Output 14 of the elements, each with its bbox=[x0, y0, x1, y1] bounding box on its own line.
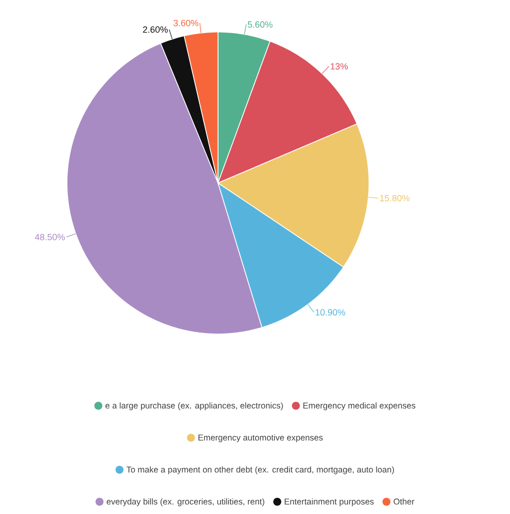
legend-label: Other bbox=[394, 498, 414, 505]
data-label: 10.90% bbox=[316, 309, 346, 316]
legend-label: Emergency automotive expenses bbox=[198, 434, 323, 442]
legend-label: Entertainment purposes bbox=[284, 498, 374, 506]
legend-label: To make a payment on other debt (ex. credit card, mortgage, auto loan) bbox=[126, 466, 394, 474]
legend-label: Emergency medical expenses bbox=[303, 402, 416, 410]
data-label: 13% bbox=[330, 63, 348, 70]
data-label: 48.50% bbox=[34, 234, 65, 240]
legend-label: e a large purchase (ex. appliances, electronics) bbox=[106, 402, 283, 410]
data-label: 2.60% bbox=[143, 26, 168, 33]
data-label: 5.60% bbox=[248, 21, 272, 28]
legend-label: everyday bills (ex. groceries, utilities, rent) bbox=[106, 498, 264, 506]
data-label: 15.80% bbox=[380, 194, 410, 202]
data-label: 3.60% bbox=[174, 20, 198, 26]
